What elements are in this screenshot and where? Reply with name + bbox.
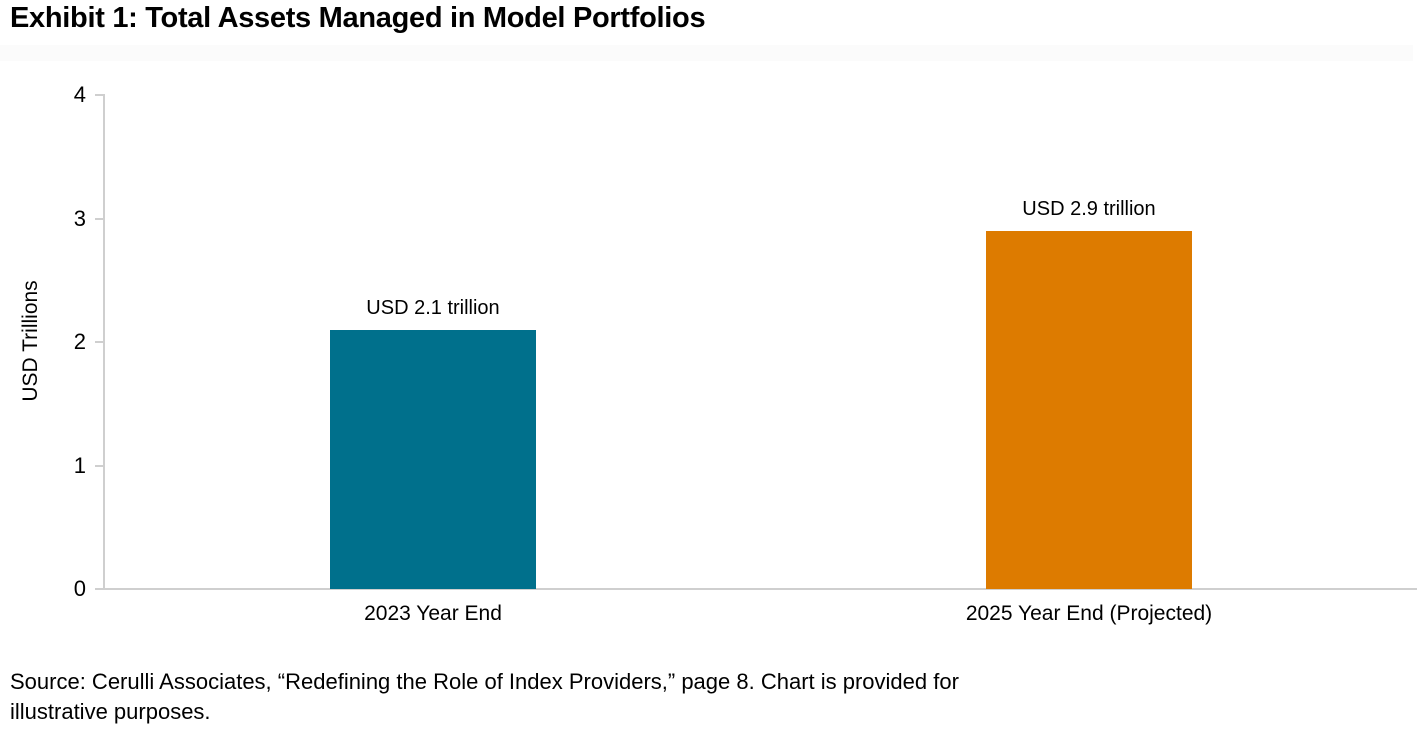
y-tick-label: 0 [73,576,86,601]
y-tick-label: 1 [73,452,86,478]
x-axis-category-label: 2025 Year End (Projected) [965,602,1213,625]
exhibit-title: Exhibit 1: Total Assets Managed in Model… [10,2,706,34]
title-underband [0,45,1413,61]
y-tick-mark [95,464,104,467]
y-tick-mark [95,94,104,96]
y-axis-line [103,94,105,590]
bar-value-label: USD 2.9 trillion [1022,198,1156,220]
bar-2023 [330,330,536,589]
source-note: Source: Cerulli Associates, “Redefining … [10,667,959,727]
y-tick-mark [95,588,104,590]
y-tick-label: 3 [73,205,86,231]
y-tick-label: 2 [73,329,86,354]
x-axis-category-label: 2023 Year End [364,602,502,625]
source-note-line: illustrative purposes. [10,699,211,724]
y-tick-mark [95,341,104,343]
x-axis-line [103,588,1417,590]
source-note-line: Source: Cerulli Associates, “Redefining … [10,669,959,694]
y-tick-mark [95,217,104,220]
bar-2025 [986,231,1192,589]
y-tick-label: 4 [73,82,86,107]
bar-value-label: USD 2.1 trillion [366,297,500,319]
